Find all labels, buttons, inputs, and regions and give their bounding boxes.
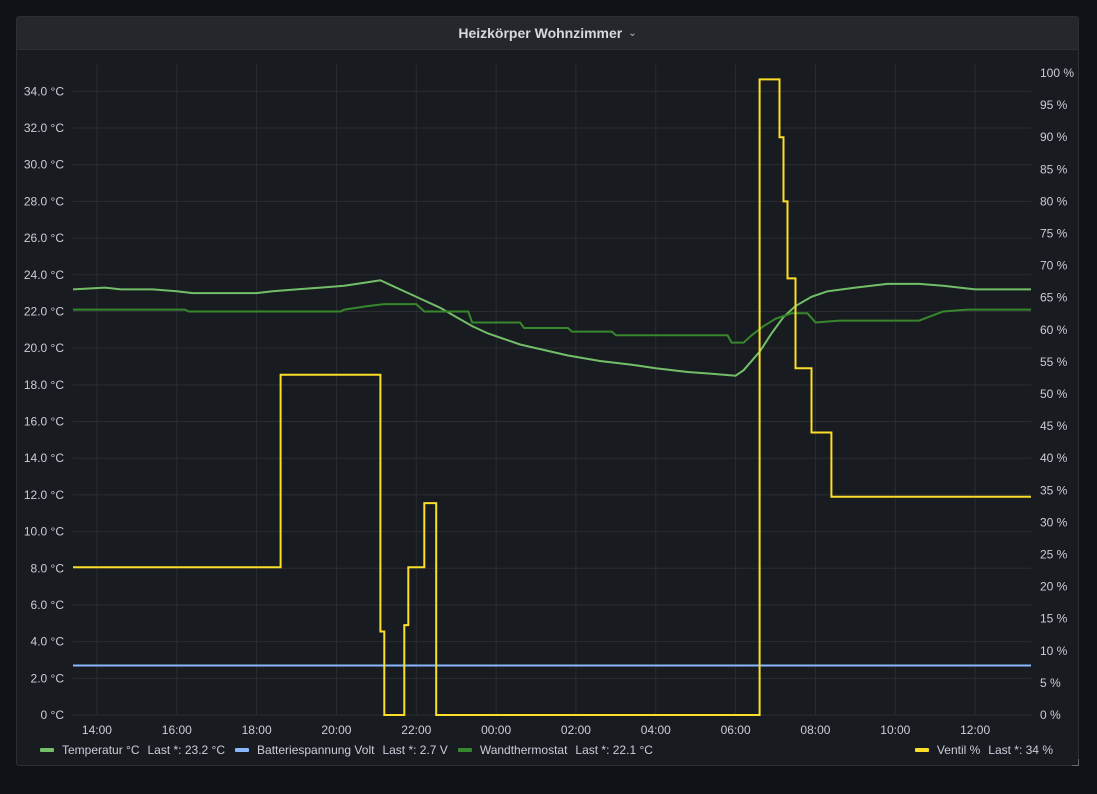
left-tick-label: 16.0 °C: [24, 415, 64, 429]
right-tick-label: 50 %: [1040, 387, 1068, 401]
left-tick-label: 30.0 °C: [24, 158, 64, 172]
legend-series-name: Ventil %: [936, 743, 981, 757]
right-tick-label: 80 %: [1040, 194, 1068, 208]
series-line-ventil[interactable]: [73, 78, 1031, 716]
right-axis: 0 % 5 % 10 % 15 % 20 % 25 % 30 % 35 % 40 % 45 % 50…: [1040, 66, 1074, 722]
right-tick-label: 25 %: [1040, 548, 1068, 562]
right-tick-label: 10 %: [1040, 644, 1068, 658]
panel-title-menu[interactable]: Heizkörper Wohnzimmer ⌄: [17, 17, 1078, 50]
left-tick-label: 4.0 °C: [31, 635, 65, 649]
right-tick-label: 65 %: [1040, 291, 1068, 305]
legend-stat: Last *: 23.2 °C: [147, 743, 226, 757]
legend-item[interactable]: Temperatur °C Last *: 23.2 °C: [40, 743, 225, 757]
grid-lines: [73, 65, 1031, 716]
right-tick-label: 75 %: [1040, 227, 1068, 241]
series-line-wandthermostat[interactable]: [73, 303, 1031, 344]
x-tick-label: 18:00: [242, 723, 272, 737]
legend-swatch: [40, 748, 54, 752]
chart-panel: Heizkörper Wohnzimmer ⌄: [16, 16, 1079, 766]
left-tick-label: 34.0 °C: [24, 84, 64, 98]
right-tick-label: 85 %: [1040, 162, 1068, 176]
right-tick-label: 35 %: [1040, 483, 1068, 497]
right-tick-label: 60 %: [1040, 323, 1068, 337]
x-tick-label: 00:00: [481, 723, 511, 737]
chevron-down-icon[interactable]: ⌄: [628, 27, 637, 39]
legend-item[interactable]: Batteriespannung Volt Last *: 2.7 V: [235, 743, 448, 757]
left-tick-label: 6.0 °C: [31, 598, 65, 612]
left-tick-label: 10.0 °C: [24, 525, 64, 539]
left-tick-label: 20.0 °C: [24, 341, 64, 355]
x-tick-label: 02:00: [561, 723, 591, 737]
series-lines: [72, 78, 1031, 716]
legend-swatch: [914, 748, 929, 752]
left-axis: 0 °C 2.0 °C 4.0 °C 6.0 °C 8.0 °C 10.0 °C 12.0 …: [24, 84, 64, 722]
x-tick-label: 12:00: [960, 723, 990, 737]
right-tick-label: 15 %: [1040, 612, 1068, 626]
x-axis: 14:00 16:00 18:00 20:00 22:00 00:00 02:00 04:00…: [82, 723, 991, 737]
left-tick-label: 14.0 °C: [24, 451, 64, 465]
right-tick-label: 55 %: [1040, 355, 1068, 369]
x-tick-label: 14:00: [82, 723, 112, 737]
legend-swatch: [235, 748, 250, 752]
x-tick-label: 16:00: [162, 723, 192, 737]
legend-left: Temperatur °C Last *: 23.2 °C Batteriespan…: [40, 742, 663, 758]
right-tick-label: 45 %: [1040, 419, 1068, 433]
right-tick-label: 40 %: [1040, 451, 1068, 465]
left-tick-label: 0 °C: [41, 708, 65, 722]
x-tick-label: 06:00: [721, 723, 751, 737]
legend-item[interactable]: Ventil % Last *: 34 %: [914, 743, 1053, 757]
legend-series-name: Temperatur °C: [62, 743, 140, 757]
legend-series-name: Wandthermostat: [479, 743, 568, 757]
left-tick-label: 12.0 °C: [24, 488, 64, 502]
x-tick-label: 08:00: [800, 723, 830, 737]
right-tick-label: 30 %: [1040, 515, 1068, 529]
panel-title: Heizkörper Wohnzimmer: [458, 25, 623, 41]
right-tick-label: 90 %: [1040, 130, 1068, 144]
legend-right: Ventil % Last *: 34 %: [914, 742, 1063, 758]
left-tick-label: 2.0 °C: [31, 671, 65, 685]
series-line-temperatur-c[interactable]: [72, 279, 1031, 377]
legend-item[interactable]: Wandthermostat Last *: 22.1 °C: [457, 743, 653, 757]
left-tick-label: 8.0 °C: [31, 561, 65, 575]
right-tick-label: 70 %: [1040, 259, 1068, 273]
legend-series-name: Batteriespannung Volt: [257, 743, 375, 757]
x-tick-label: 22:00: [401, 723, 431, 737]
left-tick-label: 18.0 °C: [24, 378, 64, 392]
right-tick-label: 20 %: [1040, 580, 1068, 594]
left-tick-label: 28.0 °C: [24, 194, 64, 208]
right-tick-label: 100 %: [1040, 66, 1074, 80]
x-tick-label: 10:00: [880, 723, 910, 737]
left-tick-label: 24.0 °C: [24, 268, 64, 282]
legend-stat: Last *: 2.7 V: [382, 743, 448, 757]
left-tick-label: 22.0 °C: [24, 304, 64, 318]
right-tick-label: 0 %: [1040, 708, 1061, 722]
legend-stat: Last *: 22.1 °C: [575, 743, 653, 757]
right-tick-label: 95 %: [1040, 98, 1068, 112]
left-tick-label: 32.0 °C: [24, 121, 64, 135]
right-tick-label: 5 %: [1040, 676, 1061, 690]
x-tick-label: 20:00: [321, 723, 351, 737]
x-tick-label: 04:00: [641, 723, 671, 737]
panel-resize-handle[interactable]: [1072, 759, 1079, 766]
legend-swatch: [457, 748, 472, 752]
legend-stat: Last *: 34 %: [988, 743, 1053, 757]
left-tick-label: 26.0 °C: [24, 231, 64, 245]
